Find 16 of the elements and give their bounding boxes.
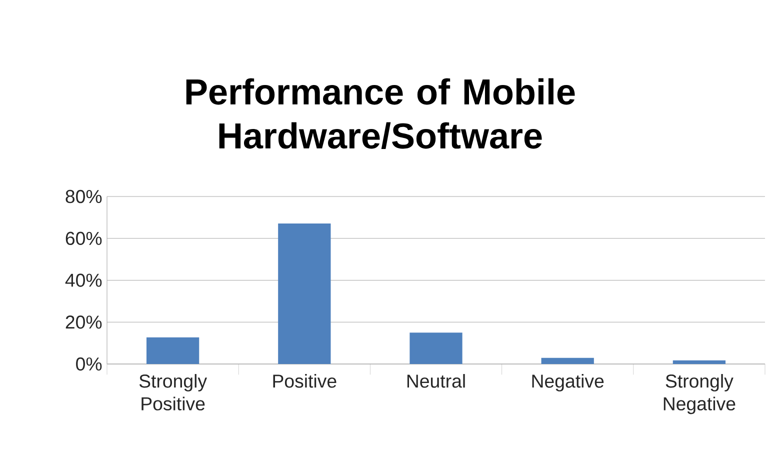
bar (672, 360, 726, 364)
bar (146, 337, 200, 364)
x-tick-label: Strongly Negative (664, 374, 736, 414)
x-tick-label: Neutral (407, 374, 465, 388)
bar (541, 358, 594, 364)
y-tick-label: 60% (66, 232, 102, 246)
bar (278, 224, 331, 364)
x-tick-label: Positive (273, 374, 336, 388)
chart-title: Performance of Mobile Hardware/Software (186, 78, 575, 150)
y-tick-label: 20% (66, 316, 102, 329)
y-tick-label: 0% (76, 357, 102, 371)
x-tick-label: Strongly Positive (139, 374, 208, 410)
y-tick-label: 80% (66, 190, 102, 204)
x-tick-label: Negative (532, 374, 604, 392)
y-tick-label: 40% (65, 274, 102, 287)
bar (410, 332, 462, 364)
